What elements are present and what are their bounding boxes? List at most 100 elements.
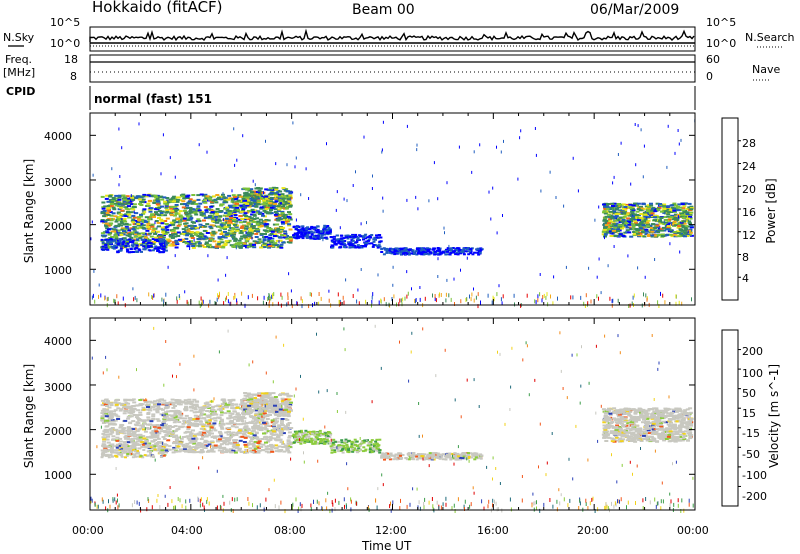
power-echo-main	[274, 215, 279, 218]
power-echo-band	[465, 248, 469, 251]
power-echo-main	[134, 233, 139, 236]
power-echo-near	[445, 298, 447, 303]
power-echo-slope	[316, 230, 320, 233]
velocity-echo-main	[205, 401, 210, 404]
power-echo-late	[604, 224, 609, 227]
power-echo-main	[206, 244, 211, 247]
power-echo-main	[171, 229, 176, 232]
velocity-echo-main	[174, 438, 179, 441]
power-echo-main	[191, 194, 196, 196]
power-echo-main	[240, 218, 245, 220]
power-echo-main	[141, 209, 146, 212]
power-echo-edge	[110, 245, 114, 248]
power-echo-late	[665, 208, 670, 211]
power-echo-slope	[323, 233, 326, 236]
power-echo-near	[534, 299, 536, 304]
velocity-echo-main	[159, 430, 164, 433]
power-echo-slope	[323, 229, 327, 232]
velocity-echo-main	[255, 436, 260, 439]
power-echo-slope	[321, 232, 325, 235]
power-echo-band	[442, 251, 446, 254]
velocity-echo-main	[205, 421, 210, 423]
power-echo-late	[681, 209, 686, 212]
power-echo-main	[251, 220, 256, 223]
velocity-echo-main	[229, 436, 233, 439]
velocity-echo-main	[189, 441, 194, 443]
power-echo-main	[227, 204, 232, 207]
velocity-echo-main	[155, 408, 160, 411]
power-echo-main	[235, 200, 240, 203]
velocity-echo-main	[225, 443, 229, 446]
power-echo-band	[433, 253, 437, 256]
power-echo-edge	[119, 249, 123, 252]
power-echo-near	[628, 304, 630, 308]
power-echo-late	[660, 233, 665, 236]
velocity-echo-main	[125, 406, 130, 409]
power-echo-main	[165, 231, 170, 234]
velocity-echo-main	[190, 400, 195, 403]
velocity-echo-main	[287, 436, 292, 439]
power-echo-main	[273, 211, 278, 213]
velocity-echo-main	[233, 451, 238, 454]
power-echo-main	[190, 231, 195, 234]
power-echo-late	[649, 204, 654, 207]
power-echo-near	[500, 297, 502, 302]
power-echo-main	[259, 206, 264, 209]
velocity-echo-main	[273, 447, 278, 450]
velocity-echo-main	[167, 425, 172, 427]
velocity-echo-main	[205, 406, 210, 408]
power-echo-late	[642, 235, 647, 238]
velocity-echo-main	[192, 418, 196, 421]
power-echo-main	[148, 210, 153, 213]
power-echo-slope	[356, 236, 360, 239]
power-echo-main	[151, 229, 156, 232]
velocity-echo-main	[286, 449, 290, 452]
velocity-echo-main	[184, 405, 189, 408]
power-echo-main	[114, 194, 119, 197]
power-echo-main	[239, 201, 244, 204]
velocity-echo-main	[238, 423, 243, 426]
power-echo-edge	[105, 248, 109, 251]
velocity-echo-main	[189, 432, 194, 435]
power-echo-near	[450, 297, 452, 302]
power-echo-main	[166, 238, 171, 241]
power-echo-main	[127, 216, 132, 219]
velocity-echo-main	[207, 420, 212, 423]
power-echo-main	[268, 202, 273, 205]
power-echo-slope	[334, 243, 338, 246]
power-echo-main	[213, 199, 218, 202]
power-echo-late	[625, 231, 630, 234]
velocity-echo-main	[196, 416, 201, 419]
velocity-echo-main	[195, 405, 199, 408]
power-echo-main	[219, 198, 224, 201]
power-echo-noise	[164, 241, 166, 245]
power-echo-band	[455, 247, 459, 250]
power-echo-main	[118, 194, 122, 197]
power-echo-noise	[604, 236, 605, 240]
power-echo-slope	[369, 236, 373, 239]
power-echo-main	[112, 228, 117, 231]
power-echo-edge	[158, 247, 161, 250]
power-echo-late	[635, 214, 640, 217]
power-echo-late	[623, 224, 628, 227]
power-echo-main	[246, 233, 251, 236]
velocity-echo-main	[199, 408, 204, 411]
velocity-echo-main	[251, 443, 256, 445]
power-echo-noise	[520, 129, 522, 133]
power-echo-main	[251, 196, 256, 199]
power-echo-main	[202, 246, 207, 248]
power-echo-noise	[233, 127, 235, 131]
power-echo-main	[182, 231, 187, 233]
power-echo-edge	[112, 247, 116, 250]
power-echo-main	[187, 224, 192, 227]
velocity-echo-main	[269, 437, 274, 440]
power-echo-slope	[323, 224, 327, 227]
power-echo-near	[287, 301, 289, 306]
velocity-echo-main	[199, 445, 204, 448]
power-echo-late	[685, 208, 690, 210]
power-echo-main	[289, 238, 293, 240]
power-echo-main	[232, 209, 237, 212]
power-echo-main	[240, 225, 245, 228]
power-echo-late	[660, 221, 665, 224]
power-echo-slope	[379, 236, 383, 239]
